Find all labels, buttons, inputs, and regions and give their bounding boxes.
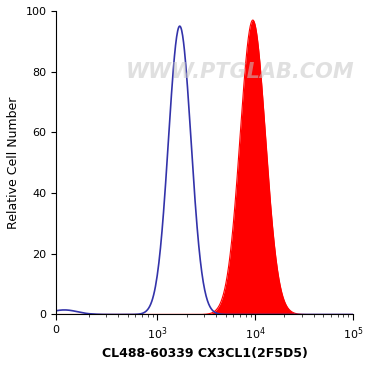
Y-axis label: Relative Cell Number: Relative Cell Number [7, 97, 20, 229]
Text: WWW.PTGLAB.COM: WWW.PTGLAB.COM [126, 62, 354, 81]
X-axis label: CL488-60339 CX3CL1(2F5D5): CL488-60339 CX3CL1(2F5D5) [102, 347, 307, 360]
